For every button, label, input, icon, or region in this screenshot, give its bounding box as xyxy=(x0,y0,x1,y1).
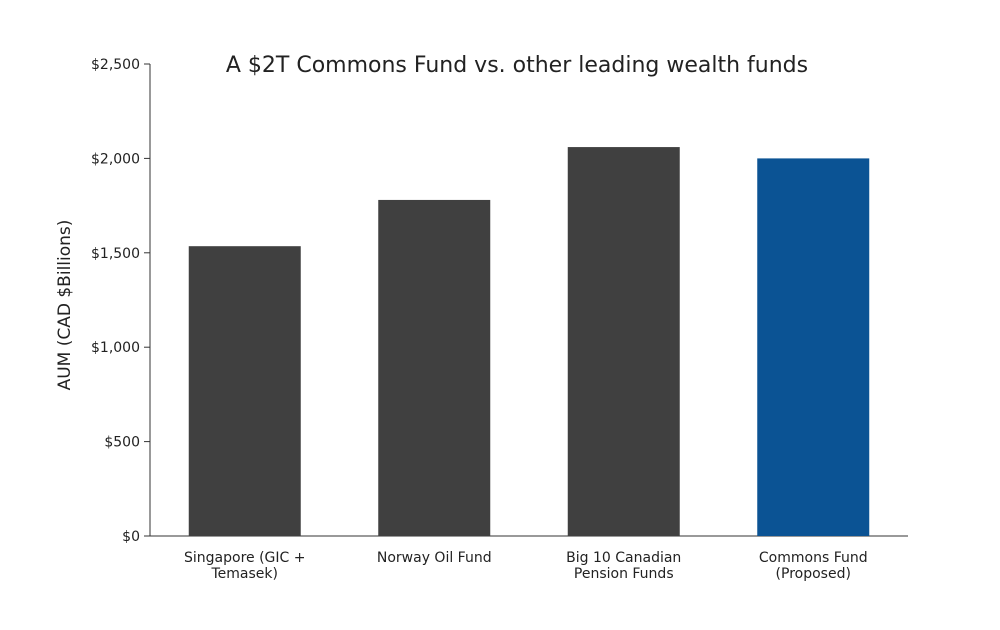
y-axis-label: AUM (CAD $Billions) xyxy=(55,220,75,391)
y-tick-label: $500 xyxy=(104,435,140,451)
chart-title: A $2T Commons Fund vs. other leading wea… xyxy=(226,53,808,78)
x-tick-label: Big 10 Canadian Pension Funds xyxy=(566,550,681,582)
bar xyxy=(757,158,870,536)
y-tick-label: $2,500 xyxy=(91,57,140,73)
y-ticks: $0 $500 $1,000 $1,500 $2,000 $2,500 xyxy=(91,57,150,545)
x-tick-labels: Singapore (GIC + Temasek) Norway Oil Fund B… xyxy=(184,550,868,582)
x-tick-label: Singapore (GIC + Temasek) xyxy=(184,550,305,582)
x-tick-label: Norway Oil Fund xyxy=(377,550,492,566)
bars xyxy=(188,147,870,536)
y-tick-label: $1,000 xyxy=(91,340,140,356)
bar xyxy=(188,246,301,536)
y-tick-label: $0 xyxy=(122,529,140,545)
bar xyxy=(567,147,680,536)
y-tick-label: $2,000 xyxy=(91,151,140,167)
bar xyxy=(378,199,491,536)
y-tick-label: $1,500 xyxy=(91,246,140,262)
x-tick-label: Commons Fund (Proposed) xyxy=(759,550,868,582)
